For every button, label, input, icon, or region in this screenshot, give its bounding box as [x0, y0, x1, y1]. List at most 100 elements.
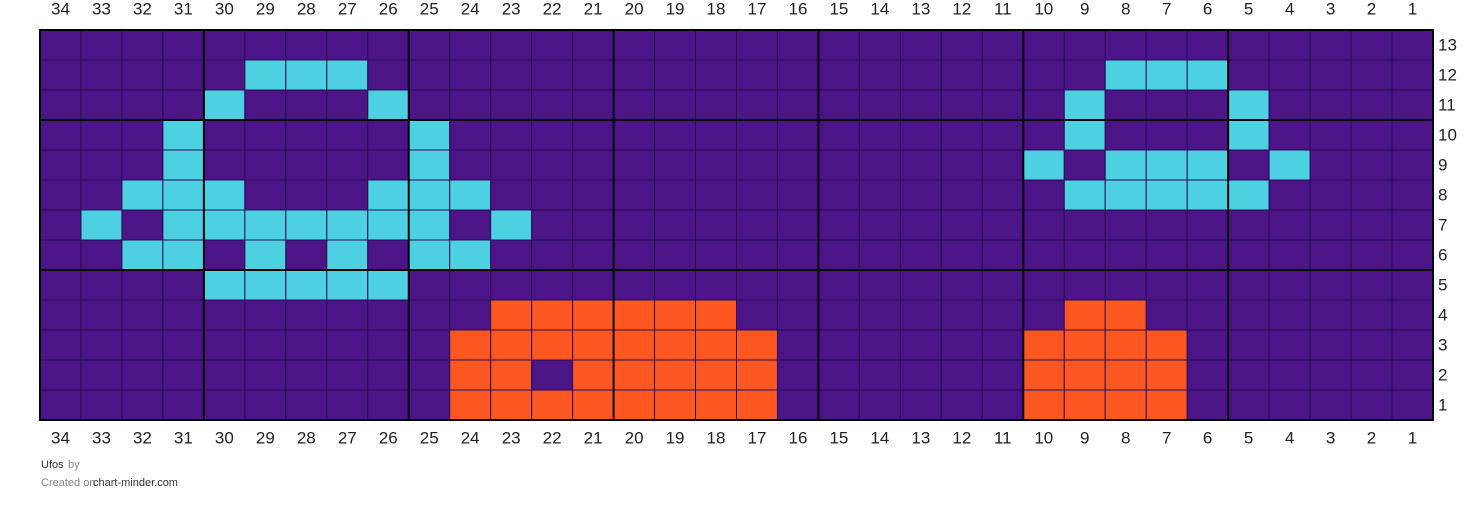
cell [695, 29, 738, 61]
cell [1227, 359, 1270, 391]
cell [367, 29, 410, 61]
cell [1350, 29, 1393, 61]
cell [162, 209, 205, 241]
cell [39, 329, 82, 361]
cell [1268, 209, 1311, 241]
cell [490, 389, 533, 421]
cell [39, 209, 82, 241]
cell [1350, 299, 1393, 331]
cell [490, 149, 533, 181]
row-label: 9 [1438, 155, 1447, 174]
column-label-top: 21 [584, 0, 603, 18]
cell [367, 269, 410, 301]
cell [1391, 29, 1434, 61]
cell [80, 119, 123, 151]
cell [1309, 299, 1352, 331]
cell [121, 269, 164, 301]
cell [1309, 179, 1352, 211]
cell [736, 29, 778, 61]
cell [981, 119, 1024, 151]
cell [613, 359, 656, 391]
cell [1268, 179, 1311, 211]
cell [285, 329, 328, 361]
cell [80, 149, 123, 181]
cell [572, 149, 615, 181]
cell [572, 119, 615, 151]
column-label-bottom: 32 [133, 428, 152, 447]
cell [1104, 59, 1147, 91]
cell [449, 269, 492, 301]
cell [1145, 209, 1188, 241]
cell [1063, 269, 1106, 301]
site-link[interactable]: chart-minder.com [93, 477, 178, 489]
cell [981, 59, 1024, 91]
by-label: by [68, 459, 80, 471]
cell [162, 149, 205, 181]
cell [531, 119, 574, 151]
column-label-bottom: 20 [625, 428, 644, 447]
column-label-bottom: 34 [51, 428, 70, 447]
column-label-bottom: 15 [829, 428, 848, 447]
column-label-top: 30 [215, 0, 234, 18]
column-label-bottom: 6 [1203, 428, 1212, 447]
cell [1391, 89, 1434, 121]
cell [736, 299, 778, 331]
column-label-bottom: 27 [338, 428, 357, 447]
cell [899, 239, 942, 271]
cell [1391, 119, 1434, 151]
column-label-top: 19 [666, 0, 685, 18]
column-label-bottom: 14 [870, 428, 889, 447]
cell [695, 149, 738, 181]
cell [1227, 239, 1270, 271]
cell [285, 119, 328, 151]
cell [162, 89, 205, 121]
cell [244, 149, 287, 181]
cell [695, 89, 738, 121]
cell [981, 389, 1024, 421]
grid-border [39, 29, 1434, 421]
cell [736, 209, 778, 241]
cell [203, 209, 246, 241]
cell [858, 179, 901, 211]
column-label-top: 27 [338, 0, 357, 18]
cell [940, 329, 983, 361]
cell [1145, 179, 1188, 211]
cell [162, 119, 205, 151]
cell [408, 269, 451, 301]
column-label-top: 25 [420, 0, 439, 18]
column-label-top: 1 [1408, 0, 1417, 18]
cell [490, 179, 533, 211]
cell [776, 269, 819, 301]
row-label: 6 [1438, 245, 1447, 264]
cell [572, 269, 615, 301]
cell [285, 389, 328, 421]
cell [80, 179, 123, 211]
cell [408, 29, 451, 61]
cell [940, 299, 983, 331]
cell [940, 119, 983, 151]
cell [1022, 119, 1065, 151]
column-label-bottom: 11 [994, 428, 1012, 447]
cell [817, 209, 860, 241]
cell [39, 59, 82, 91]
column-label-bottom: 28 [297, 428, 316, 447]
cell [1309, 359, 1352, 391]
cell [572, 329, 615, 361]
column-label-bottom: 33 [92, 428, 111, 447]
column-label-top: 5 [1244, 0, 1253, 18]
cell [654, 209, 697, 241]
cell [1063, 149, 1106, 181]
cell [1063, 389, 1106, 421]
cell [858, 269, 901, 301]
row-label: 1 [1438, 395, 1447, 414]
cell [1350, 329, 1393, 361]
cell [1145, 359, 1188, 391]
cell [736, 119, 778, 151]
cell [326, 389, 369, 421]
cell [408, 209, 451, 241]
column-label-top: 2 [1367, 0, 1376, 18]
cell [1350, 89, 1393, 121]
cell [326, 179, 369, 211]
cell [1022, 149, 1065, 181]
cell [449, 179, 492, 211]
